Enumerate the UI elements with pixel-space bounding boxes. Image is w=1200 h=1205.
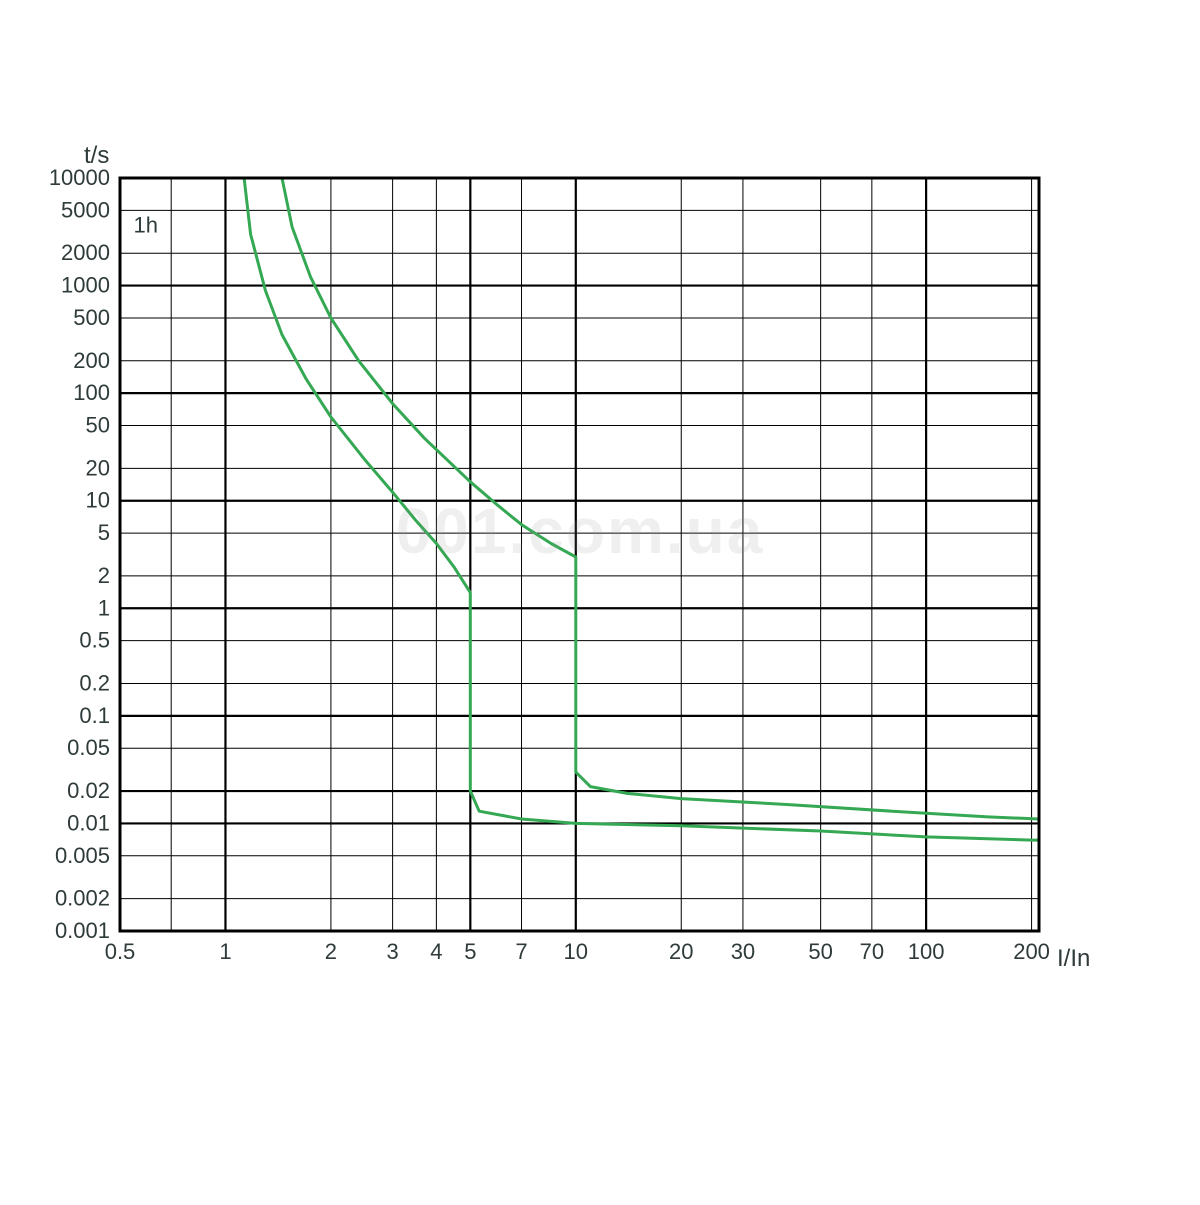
y-tick-label: 100	[73, 380, 110, 405]
y-tick-label: 0.05	[67, 735, 110, 760]
x-tick-label: 1	[219, 939, 231, 964]
x-tick-label: 50	[808, 939, 832, 964]
y-tick-label: 50	[86, 413, 110, 438]
x-axis-title: I/In	[1057, 945, 1090, 973]
x-tick-label: 2	[325, 939, 337, 964]
y-tick-label: 0.005	[55, 843, 110, 868]
y-tick-label: 2	[98, 563, 110, 588]
y-tick-label: 5000	[61, 197, 110, 222]
y-tick-label: 1h	[134, 213, 158, 238]
y-tick-label: 1	[98, 595, 110, 620]
x-tick-label: 20	[669, 939, 693, 964]
y-tick-label: 0.01	[67, 810, 110, 835]
y-tick-label: 0.001	[55, 918, 110, 943]
y-tick-label: 10	[86, 488, 110, 513]
y-tick-label: 0.002	[55, 886, 110, 911]
x-tick-label: 7	[515, 939, 527, 964]
y-tick-label: 2000	[61, 240, 110, 265]
y-tick-label: 0.02	[67, 778, 110, 803]
x-tick-label: 200	[1013, 939, 1050, 964]
x-tick-label: 5	[464, 939, 476, 964]
y-tick-label: 5	[98, 520, 110, 545]
y-tick-label: 20	[86, 455, 110, 480]
trip-curve-lower-bound	[244, 178, 1039, 840]
x-tick-label: 100	[908, 939, 945, 964]
y-tick-label: 500	[73, 305, 110, 330]
x-tick-label: 70	[860, 939, 884, 964]
y-tick-label: 200	[73, 348, 110, 373]
y-tick-label: 0.2	[79, 670, 110, 695]
y-tick-label: 0.5	[79, 628, 110, 653]
y-tick-label: 0.1	[79, 703, 110, 728]
y-tick-label: 1000	[61, 273, 110, 298]
chart-container: 0.512345710203050701002001000050001h2000…	[0, 0, 1200, 1200]
trip-curve-chart: 0.512345710203050701002001000050001h2000…	[0, 0, 1200, 1200]
x-tick-label: 3	[386, 939, 398, 964]
x-tick-label: 4	[430, 939, 442, 964]
x-tick-label: 10	[564, 939, 588, 964]
x-tick-label: 30	[731, 939, 755, 964]
y-axis-title: t/s	[84, 142, 109, 170]
